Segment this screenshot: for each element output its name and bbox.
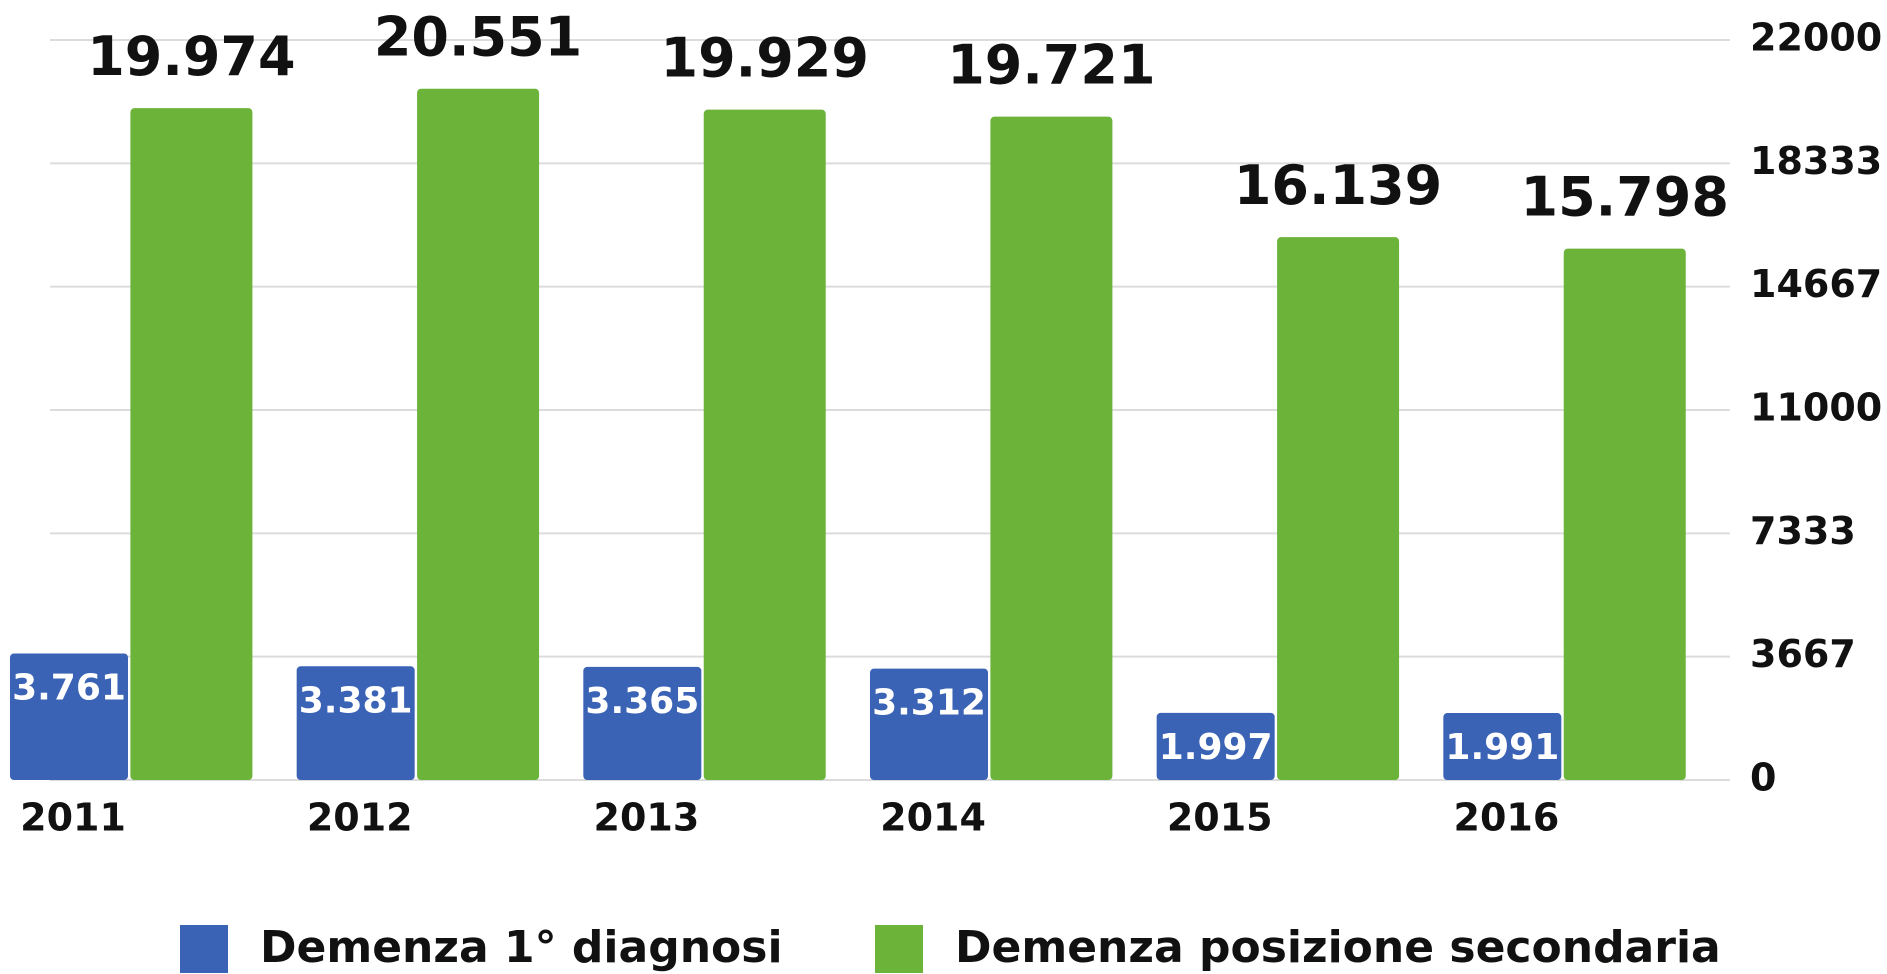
bar [1563,248,1686,780]
value-label: 3.381 [299,680,413,721]
bar [296,666,415,780]
bar [1277,237,1400,781]
bar [870,668,988,780]
x-tick-label: 2011 [20,796,126,840]
legend-label: Demenza 1° diagnosi [260,922,783,973]
legend-swatch [875,925,923,973]
x-tick-label: 2013 [594,796,700,840]
bar [10,653,128,780]
value-label: 19.721 [947,33,1155,96]
value-label: 19.974 [87,25,295,88]
bar [1156,712,1275,780]
y-tick-label: 18333 [1750,139,1882,183]
y-tick-label: 22000 [1750,16,1882,60]
y-tick-label: 0 [1750,756,1776,800]
x-tick-label: 2015 [1167,796,1273,840]
bar [1443,713,1562,780]
x-tick-label: 2016 [1454,796,1560,840]
value-label: 20.551 [374,5,582,68]
x-tick-label: 2012 [307,796,413,840]
y-tick-label: 3667 [1750,632,1856,676]
value-label: 1.997 [1159,727,1273,768]
bar [703,109,826,781]
bar [417,88,540,781]
bar [130,108,253,780]
legend-label: Demenza posizione secondaria [955,922,1721,973]
value-label: 15.798 [1521,165,1729,228]
bar [583,666,702,780]
value-label: 3.312 [872,683,986,724]
bar [990,116,1113,780]
value-label: 3.365 [585,681,699,722]
value-label: 16.139 [1234,154,1442,217]
x-tick-label: 2014 [880,796,986,840]
y-tick-label: 14667 [1750,262,1882,306]
y-tick-label: 7333 [1750,509,1856,553]
value-label: 1.991 [1445,727,1559,768]
value-label: 3.761 [12,667,126,708]
value-label: 19.929 [661,26,869,89]
y-tick-label: 11000 [1750,386,1882,430]
legend-swatch [180,925,228,973]
